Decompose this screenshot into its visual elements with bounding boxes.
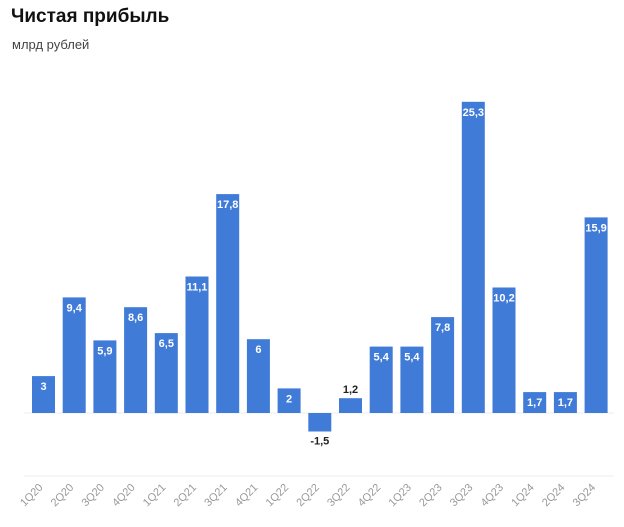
- x-tick-3Q20: 3Q20: [79, 482, 107, 510]
- value-label-1Q24: 1,7: [527, 397, 542, 409]
- value-label-4Q21: 6: [255, 344, 261, 356]
- bar-3Q20: [93, 340, 117, 413]
- bar-2Q20: [62, 297, 86, 413]
- x-tick-4Q21: 4Q21: [233, 482, 261, 510]
- value-label-2Q21: 11,1: [187, 282, 208, 294]
- value-label-3Q23: 25,3: [463, 107, 484, 119]
- x-tick-3Q22: 3Q22: [325, 482, 353, 510]
- x-tick-3Q23: 3Q23: [448, 482, 476, 510]
- x-tick-4Q20: 4Q20: [110, 482, 138, 510]
- bar-2Q24: [553, 392, 577, 413]
- x-tick-labels: 1Q20 2Q20 3Q20 4Q20 1Q21 2Q21 3Q21 4Q21 1Q22 2Q22…: [18, 482, 598, 510]
- bar-2Q22: [308, 413, 332, 432]
- value-label-2Q20: 9,4: [67, 302, 83, 314]
- x-tick-1Q24: 1Q24: [509, 482, 537, 510]
- x-tick-2Q23: 2Q23: [417, 482, 445, 510]
- value-label-2Q22: -1,5: [310, 435, 329, 447]
- value-label-3Q20: 5,9: [97, 345, 112, 357]
- bar-1Q23: [400, 346, 424, 413]
- bar-4Q20: [124, 307, 148, 413]
- value-label-4Q22: 5,4: [374, 352, 390, 364]
- x-tick-1Q23: 1Q23: [386, 482, 414, 510]
- bar-1Q20: [32, 376, 55, 413]
- x-tick-1Q22: 1Q22: [264, 482, 292, 510]
- x-tick-4Q23: 4Q23: [479, 482, 507, 510]
- value-label-4Q20: 8,6: [128, 312, 143, 324]
- value-label-2Q24: 1,7: [558, 397, 573, 409]
- value-label-3Q22: 1,2: [343, 384, 358, 396]
- x-tick-1Q21: 1Q21: [141, 482, 169, 510]
- x-tick-4Q22: 4Q22: [356, 482, 384, 510]
- bar-2Q23: [431, 317, 455, 413]
- bar-2Q21: [185, 276, 209, 413]
- x-tick-2Q20: 2Q20: [49, 482, 77, 510]
- value-label-3Q24: 15,9: [585, 222, 606, 234]
- value-label-1Q22: 2: [286, 393, 292, 405]
- bar-3Q22: [339, 398, 362, 413]
- bar-3Q21: [216, 194, 240, 413]
- x-tick-3Q21: 3Q21: [202, 482, 230, 510]
- chart-title: Чистая прибыль: [11, 6, 170, 27]
- value-label-4Q23: 10,2: [493, 293, 514, 305]
- bar-1Q22: [277, 388, 301, 413]
- value-label-2Q23: 7,8: [435, 322, 450, 334]
- x-tick-2Q21: 2Q21: [172, 482, 200, 510]
- bar-3Q24: [584, 217, 608, 413]
- bars: [32, 101, 608, 432]
- value-label-1Q20: 3: [40, 381, 46, 393]
- bar-4Q23: [492, 287, 516, 413]
- bar-1Q24: [523, 392, 547, 413]
- x-tick-3Q24: 3Q24: [571, 482, 599, 510]
- bar-1Q21: [154, 333, 178, 414]
- bar-4Q22: [369, 346, 393, 413]
- value-label-1Q23: 5,4: [404, 352, 420, 364]
- chart-subtitle: млрд рублей: [12, 37, 90, 52]
- value-label-3Q21: 17,8: [217, 199, 238, 211]
- x-tick-1Q20: 1Q20: [18, 482, 46, 510]
- value-label-1Q21: 6,5: [159, 338, 174, 350]
- bar-4Q21: [246, 339, 270, 413]
- bar-3Q23: [461, 101, 485, 414]
- value-labels: 3 9,4 5,9 8,6 6,5 11,1 17,8 6 2 -1,5 1,2 5,4 5,4 7,8 2…: [40, 107, 606, 448]
- x-tick-2Q24: 2Q24: [540, 482, 568, 510]
- x-tick-2Q22: 2Q22: [294, 482, 322, 510]
